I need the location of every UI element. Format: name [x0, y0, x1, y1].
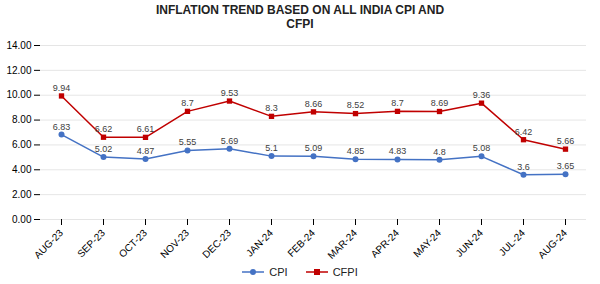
svg-text:8.69: 8.69	[431, 98, 449, 108]
svg-text:8.7: 8.7	[181, 98, 194, 108]
html-text:CPI: CPI	[269, 266, 288, 278]
svg-text:14.00: 14.00	[6, 40, 31, 51]
svg-text:12.00: 12.00	[6, 65, 31, 76]
svg-text:9.94: 9.94	[53, 83, 71, 93]
svg-text:6.83: 6.83	[53, 121, 71, 131]
svg-text:4.8: 4.8	[433, 147, 446, 157]
svg-text:8.00: 8.00	[12, 114, 32, 125]
svg-text:4.87: 4.87	[137, 146, 155, 156]
svg-text:SEP-23: SEP-23	[75, 227, 107, 259]
svg-text:5.69: 5.69	[221, 136, 239, 146]
svg-text:6.62: 6.62	[95, 124, 113, 134]
svg-text:JUL-24: JUL-24	[497, 227, 528, 258]
svg-text:3.65: 3.65	[557, 161, 575, 171]
svg-text:MAR-24: MAR-24	[325, 227, 359, 261]
svg-text:DEC-23: DEC-23	[200, 227, 233, 260]
svg-text:0.00: 0.00	[12, 214, 32, 225]
svg-text:4.83: 4.83	[389, 146, 407, 156]
svg-text:4.85: 4.85	[347, 146, 365, 156]
svg-text:8.52: 8.52	[347, 100, 365, 110]
svg-text:2.00: 2.00	[12, 189, 32, 200]
svg-text:6.00: 6.00	[12, 139, 32, 150]
html-text:CFPI: CFPI	[332, 266, 358, 278]
svg-text:APR-24: APR-24	[369, 227, 402, 260]
svg-text:10.00: 10.00	[6, 89, 31, 100]
svg-text:5.02: 5.02	[95, 144, 113, 154]
svg-text:5.55: 5.55	[179, 137, 197, 147]
svg-text:5.1: 5.1	[265, 143, 278, 153]
svg-text:5.09: 5.09	[305, 143, 323, 153]
svg-text:AUG-23: AUG-23	[32, 227, 66, 261]
svg-text:8.66: 8.66	[305, 99, 323, 109]
svg-text:5.66: 5.66	[557, 136, 575, 146]
svg-text:8.3: 8.3	[265, 103, 278, 113]
svg-text:MAY-24: MAY-24	[411, 227, 443, 259]
svg-text:JUN-24: JUN-24	[453, 227, 485, 259]
svg-text:6.61: 6.61	[137, 124, 155, 134]
svg-text:9.53: 9.53	[221, 88, 239, 98]
svg-text:FEB-24: FEB-24	[285, 227, 317, 259]
svg-text:8.7: 8.7	[391, 98, 404, 108]
svg-text:NOV-23: NOV-23	[158, 227, 191, 260]
html-text:INFLATION TREND BASED ON ALL I: INFLATION TREND BASED ON ALL INDIA CPI A…	[155, 3, 445, 31]
svg-text:JAN-24: JAN-24	[244, 227, 276, 259]
svg-text:AUG-24: AUG-24	[536, 227, 570, 261]
svg-text:9.36: 9.36	[473, 90, 491, 100]
svg-text:5.08: 5.08	[473, 143, 491, 153]
svg-text:3.6: 3.6	[517, 162, 530, 172]
svg-text:4.00: 4.00	[12, 164, 32, 175]
svg-text:6.42: 6.42	[515, 127, 533, 137]
svg-text:OCT-23: OCT-23	[117, 227, 150, 260]
